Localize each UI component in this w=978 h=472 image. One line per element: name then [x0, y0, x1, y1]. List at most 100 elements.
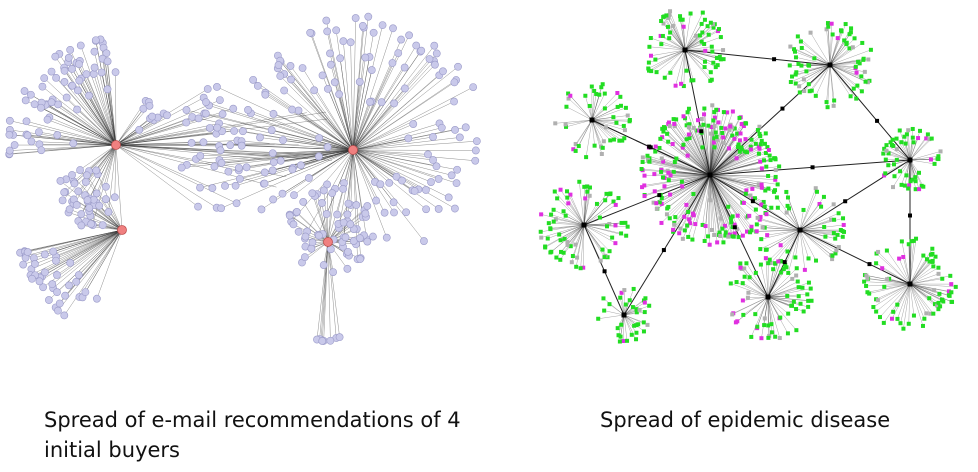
contact-edge — [709, 174, 712, 230]
individual-node — [801, 207, 806, 212]
recipient-node — [328, 189, 337, 198]
contact-edge — [767, 286, 799, 298]
individual-node — [723, 126, 728, 131]
individual-node — [931, 264, 936, 269]
individual-node — [749, 137, 754, 142]
individual-node — [735, 213, 740, 218]
individual-node — [786, 270, 791, 275]
recommendation-edge — [105, 199, 123, 231]
individual-node — [800, 285, 805, 290]
recipient-node — [260, 168, 269, 177]
recipient-node — [400, 84, 409, 93]
contact-edge — [767, 296, 772, 325]
recommendation-edge — [327, 241, 340, 338]
recipient-node — [60, 66, 69, 75]
recipient-node — [53, 271, 61, 279]
contact-edge — [583, 203, 598, 226]
contact-edge — [686, 139, 711, 176]
recommendation-edge — [76, 204, 123, 231]
individual-node — [581, 265, 586, 270]
contact-edge — [709, 137, 724, 176]
contact-edge — [664, 174, 711, 187]
individual-node — [836, 245, 841, 250]
recommendation-edge — [352, 53, 399, 151]
individual-node — [890, 137, 895, 142]
individual-node — [673, 83, 678, 88]
individual-node — [733, 320, 738, 325]
contact-edge — [591, 119, 605, 142]
recipient-node — [358, 21, 367, 30]
individual-node — [892, 162, 897, 167]
recipient-node — [394, 49, 403, 58]
individual-node — [758, 262, 763, 267]
contact-edge — [909, 278, 943, 285]
contact-edge — [829, 61, 859, 66]
contact-edge — [682, 147, 711, 176]
recipient-node — [77, 210, 86, 218]
contact-edge — [709, 174, 726, 236]
contact-edge — [765, 212, 801, 231]
contact-edge — [591, 115, 628, 121]
individual-node — [777, 164, 782, 169]
recipient-node — [268, 149, 277, 158]
individual-node — [648, 36, 653, 41]
recommendation-edge — [79, 80, 117, 146]
individual-node — [648, 53, 653, 58]
recommendation-edge — [352, 82, 455, 151]
individual-node — [899, 182, 904, 187]
recommendation-edge — [347, 149, 354, 222]
recommendation-edge — [49, 117, 117, 146]
contact-edge — [669, 38, 686, 51]
contact-edge — [709, 149, 752, 176]
individual-node — [739, 145, 744, 150]
contact-edge — [591, 119, 620, 141]
individual-node — [910, 177, 915, 182]
contact-edge — [829, 64, 866, 82]
contact-edge — [667, 174, 711, 209]
contact-edge — [803, 64, 831, 80]
individual-node — [936, 300, 941, 305]
contact-edge — [550, 224, 585, 230]
contact-edge — [647, 155, 711, 176]
recommendation-edge — [186, 149, 354, 166]
contact-edge — [767, 296, 794, 302]
contact-edge — [709, 146, 768, 176]
contact-edge — [570, 224, 585, 247]
contact-edge — [795, 64, 831, 75]
individual-node — [564, 104, 569, 109]
contact-edge — [900, 283, 911, 324]
individual-node — [766, 261, 771, 266]
contact-edge — [550, 224, 585, 253]
contact-edge — [909, 283, 934, 314]
individual-node — [891, 309, 896, 314]
individual-node — [554, 255, 559, 260]
recipient-node — [361, 53, 370, 62]
individual-node — [668, 192, 673, 197]
contact-edge — [909, 283, 925, 319]
individual-node — [642, 173, 647, 178]
individual-node — [894, 147, 899, 152]
contact-edge — [829, 64, 851, 97]
individual-node — [769, 322, 774, 327]
recipient-node — [216, 146, 225, 155]
individual-node — [913, 187, 918, 192]
individual-node — [895, 316, 900, 321]
individual-node — [632, 323, 637, 328]
individual-node — [732, 126, 737, 131]
recommendation-edge — [73, 144, 117, 182]
individual-node — [740, 298, 745, 303]
individual-node — [693, 222, 698, 227]
transmission-edge — [583, 174, 711, 226]
individual-node — [659, 156, 664, 161]
recipient-node — [49, 247, 58, 256]
individual-node — [863, 79, 868, 84]
individual-node — [613, 223, 618, 228]
individual-node — [561, 250, 566, 255]
individual-node — [930, 251, 935, 256]
individual-node — [855, 83, 860, 88]
contact-edge — [709, 174, 720, 235]
individual-node — [749, 334, 754, 339]
contact-edge — [886, 144, 911, 161]
individual-node — [603, 125, 608, 130]
individual-node — [562, 236, 567, 241]
